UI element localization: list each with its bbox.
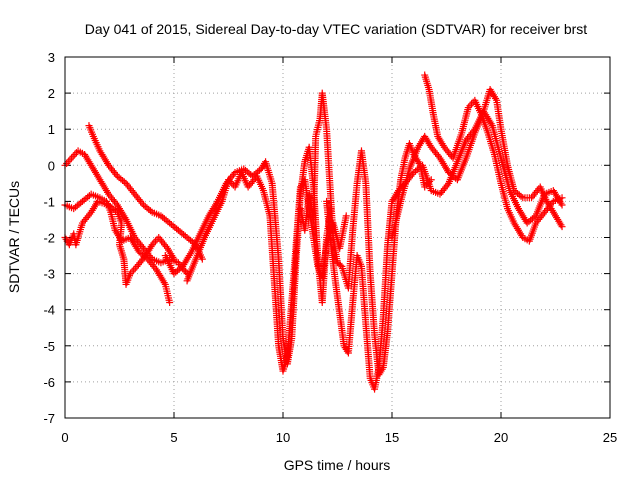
y-tick-label: -3 [43,267,55,282]
data-series [421,71,566,245]
y-axis-label: SDTVAR / TECUs [6,181,22,293]
y-tick-label: -6 [43,375,55,390]
y-tick-label: 0 [48,158,55,173]
y-tick-label: 1 [48,122,55,137]
x-tick-label: 15 [385,430,399,445]
x-tick-label: 0 [61,430,68,445]
x-tick-label: 5 [170,430,177,445]
axis-ticks: 0 5 10 15 20 25 -7 -6 -5 -4 -3 -2 -1 0 1 2 3 [43,50,617,445]
y-tick-label: -7 [43,411,55,426]
data-point-marker [66,156,74,164]
data-point-marker [151,237,159,245]
x-tick-label: 20 [494,430,508,445]
x-tick-label: 25 [603,430,617,445]
data-series [61,197,178,288]
chart-title: Day 041 of 2015, Sidereal Day-to-day VTE… [85,21,587,37]
data-point-marker [130,266,138,274]
y-tick-label: -5 [43,339,55,354]
data-point-marker [131,264,139,272]
data-point-marker [558,201,566,209]
data-series [161,143,335,368]
data-point-marker [72,149,80,157]
data-point-marker [68,154,76,162]
x-tick-label: 10 [276,430,290,445]
data-series [388,85,566,241]
data-point-marker [63,159,71,167]
y-tick-label: -4 [43,303,55,318]
data-point-marker [170,255,178,263]
data-series [85,122,206,263]
plot-frame [64,56,611,419]
data-point-marker [558,194,566,202]
data-marks [61,71,566,393]
data-point-marker [558,223,566,231]
data-point-marker [166,298,174,306]
x-axis-label: GPS time / hours [284,457,391,473]
y-tick-label: -1 [43,194,55,209]
data-point-marker [198,255,206,263]
y-tick-label: -2 [43,231,55,246]
data-point-marker [69,152,77,160]
y-tick-label: 3 [48,50,55,65]
data-series [183,169,350,375]
y-tick-label: 2 [48,86,55,101]
data-point-marker [64,158,72,166]
data-point-marker [342,212,350,220]
